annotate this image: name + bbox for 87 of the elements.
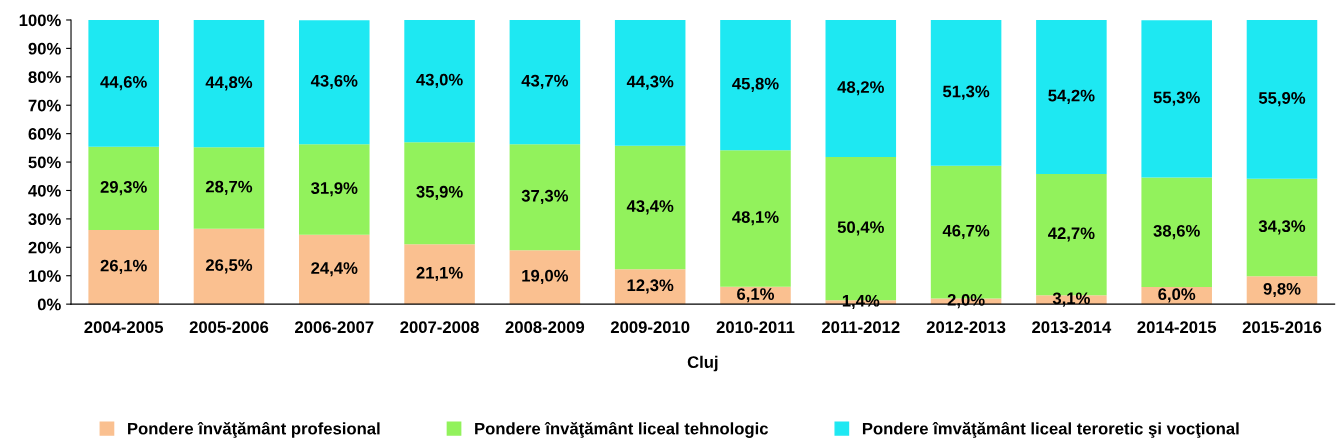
- bar: [193, 19, 265, 148]
- bar: [1036, 19, 1107, 174]
- data-label: 42,7%: [1048, 227, 1095, 242]
- x-tick-label: 2012-2013: [926, 321, 1006, 334]
- y-tick-label: 0%: [37, 298, 61, 311]
- data-label: 35,9%: [416, 185, 463, 201]
- data-label: 45,8%: [732, 77, 779, 92]
- bar: [614, 19, 686, 146]
- bar: [88, 229, 159, 305]
- x-tick-label: 2006-2007: [295, 321, 374, 334]
- data-label: 26,5%: [205, 259, 253, 274]
- y-tick-label: 90%: [28, 42, 61, 55]
- bar: [193, 147, 265, 229]
- data-label: 31,9%: [311, 182, 358, 197]
- bar: [720, 150, 791, 287]
- x-tick-label: 2010-2011: [716, 321, 795, 334]
- bar: [88, 19, 159, 147]
- bar: [509, 144, 581, 251]
- data-label: 12,3%: [627, 279, 674, 294]
- y-tick-label: 80%: [28, 71, 61, 84]
- y-tick-label: 100%: [19, 14, 61, 27]
- data-label: 48,2%: [837, 81, 884, 96]
- bar: [299, 144, 370, 235]
- bar: [299, 20, 370, 145]
- bar: [1246, 19, 1318, 179]
- bar: [825, 19, 897, 157]
- data-label: 43,4%: [626, 200, 674, 215]
- x-tick-label: 2014-2015: [1137, 321, 1217, 334]
- legend-label: Pondere învăţământ liceal tehnologic: [475, 421, 769, 438]
- bar: [88, 146, 159, 230]
- data-label: 44,3%: [626, 75, 674, 90]
- bar: [614, 145, 686, 270]
- x-tick-label: 2008-2009: [505, 321, 585, 334]
- x-axis-title: Cluj: [687, 355, 718, 372]
- data-label: 46,7%: [942, 224, 990, 239]
- bar: [404, 244, 475, 305]
- x-tick-label: 2004-2005: [84, 321, 164, 334]
- data-label: 55,3%: [1153, 91, 1200, 106]
- bar: [720, 19, 791, 151]
- y-tick-label: 70%: [28, 99, 61, 112]
- x-tick-label: 2007-2008: [400, 321, 479, 334]
- data-label: 50,4%: [837, 221, 884, 236]
- bar: [193, 228, 265, 305]
- data-label: 6,1%: [737, 288, 775, 303]
- y-tick-label: 20%: [28, 241, 61, 254]
- x-tick-label: 2011-2012: [821, 321, 900, 334]
- bar: [930, 19, 1002, 166]
- data-label: 43,7%: [521, 74, 569, 89]
- y-tick-label: 30%: [28, 213, 61, 226]
- x-tick-label: 2013-2014: [1032, 321, 1112, 334]
- data-label: 21,1%: [416, 266, 463, 282]
- bar: [509, 250, 581, 305]
- data-label: 48,1%: [732, 211, 779, 226]
- data-label: 24,4%: [311, 262, 358, 277]
- data-label: 43,6%: [310, 74, 358, 90]
- data-label: 38,6%: [1153, 224, 1200, 240]
- data-label: 43,0%: [416, 73, 463, 88]
- legend-label: Pondere îmvăţământ liceal teroretic şi vocţional: [862, 421, 1239, 438]
- data-label: 6,0%: [1158, 288, 1196, 303]
- data-label: 28,7%: [205, 180, 253, 195]
- bar: [299, 234, 370, 305]
- x-tick-label: 2009-2010: [610, 321, 690, 334]
- data-label: 34,3%: [1258, 220, 1306, 235]
- y-tick-label: 10%: [28, 270, 61, 282]
- bar: [404, 19, 475, 143]
- data-label: 3,1%: [1052, 292, 1090, 307]
- data-label: 44,6%: [100, 76, 147, 91]
- bar: [509, 19, 581, 145]
- y-tick-label: 40%: [28, 184, 61, 197]
- data-label: 44,8%: [205, 76, 253, 91]
- data-label: 26,1%: [100, 259, 147, 274]
- legend-label: Pondere învăţământ profesional: [128, 421, 380, 438]
- bar: [1246, 178, 1318, 277]
- data-label: 29,3%: [100, 181, 147, 196]
- data-label: 51,3%: [942, 85, 990, 100]
- bar: [404, 142, 475, 245]
- data-label: 37,3%: [521, 189, 569, 205]
- data-label: 54,2%: [1048, 89, 1095, 104]
- bar: [1141, 20, 1212, 178]
- y-tick-label: 60%: [28, 128, 61, 140]
- data-label: 55,9%: [1258, 92, 1306, 107]
- y-tick-label: 50%: [28, 156, 61, 169]
- x-tick-label: 2015-2016: [1242, 321, 1322, 334]
- data-label: 9,8%: [1263, 282, 1301, 298]
- data-label: 19,0%: [522, 269, 569, 285]
- bar: [1141, 177, 1212, 288]
- x-tick-label: 2005-2006: [189, 321, 269, 334]
